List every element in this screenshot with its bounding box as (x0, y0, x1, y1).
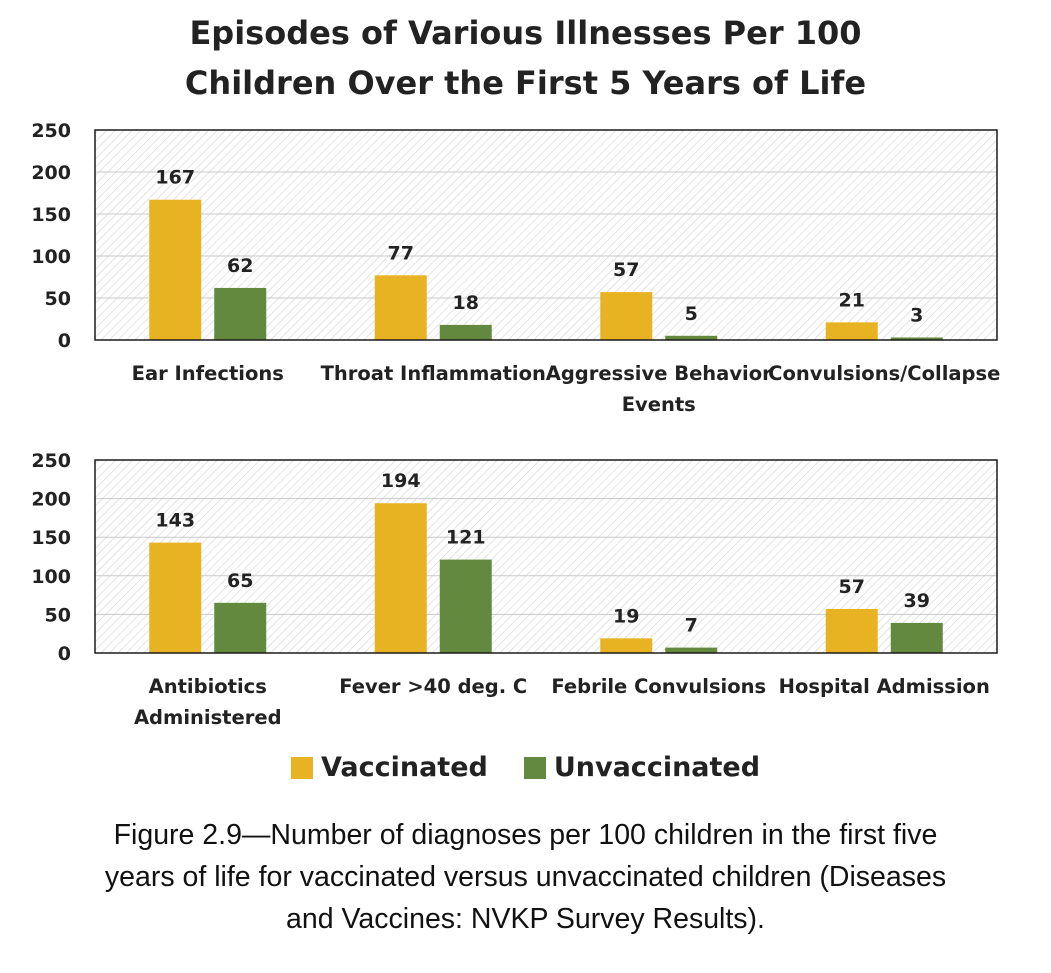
chart-title-line-2: Children Over the First 5 Years of Life (184, 64, 867, 102)
bar-vaccinated (149, 199, 202, 340)
data-label: 65 (227, 570, 253, 592)
bar-unvaccinated (214, 287, 267, 340)
data-label: 121 (446, 527, 486, 549)
chart-title-line-1: Episodes of Various Illnesses Per 100 (189, 14, 862, 52)
chart-legend: Vaccinated Unvaccinated (0, 752, 1051, 783)
data-label: 5 (685, 303, 698, 325)
legend-item-vaccinated: Vaccinated (290, 752, 488, 783)
y-tick-label: 0 (58, 643, 71, 665)
y-tick-label: 200 (31, 162, 71, 184)
bar-unvaccinated (214, 602, 267, 653)
x-category-label: Febrile Convulsions (551, 675, 766, 698)
y-tick-label: 50 (45, 288, 71, 310)
data-label: 7 (685, 615, 698, 637)
x-category-label: Ear Infections (132, 362, 284, 385)
x-category-label: Administered (134, 706, 282, 729)
data-label: 3 (910, 304, 923, 326)
y-tick-label: 50 (45, 604, 71, 626)
y-tick-label: 0 (58, 330, 71, 352)
data-label: 194 (381, 470, 421, 492)
legend-label-unvaccinated: Unvaccinated (553, 752, 761, 783)
caption-line-2: years of life for vaccinated versus unva… (104, 861, 947, 893)
y-tick-label: 150 (31, 204, 71, 226)
data-label: 18 (453, 292, 479, 314)
data-label: 77 (388, 242, 414, 264)
x-category-label: Throat Inflammation (321, 362, 546, 385)
bar-vaccinated (374, 275, 427, 340)
caption-line-3: and Vaccines: NVKP Survey Results). (286, 903, 765, 935)
figure-caption: Figure 2.9—Number of diagnoses per 100 c… (30, 814, 1021, 940)
top-bar-chart: 0 50 100 150 200 250 167 62 Ear Infections 77 18 Th… (31, 120, 1000, 416)
plot-border (94, 459, 998, 654)
bar-vaccinated (825, 322, 878, 340)
bar-unvaccinated (439, 324, 492, 340)
bottom-bar-chart: 0 50 100 150 200 250 143 65 Antibiotics Administe… (31, 450, 998, 729)
bar-unvaccinated (665, 647, 718, 653)
legend-item-unvaccinated: Unvaccinated (523, 752, 761, 783)
legend-swatch-vaccinated (290, 756, 313, 779)
bar-vaccinated (600, 292, 653, 340)
plot-border (94, 129, 998, 341)
x-category-label: Events (622, 393, 696, 416)
x-category-label: Hospital Admission (779, 675, 990, 698)
x-category-label: Antibiotics (149, 675, 267, 698)
x-category-label: Convulsions/Collapse (768, 362, 1000, 385)
bar-unvaccinated (665, 335, 718, 340)
data-label: 57 (613, 259, 639, 281)
y-tick-label: 250 (31, 450, 71, 472)
bar-vaccinated (600, 638, 653, 653)
data-label: 39 (904, 590, 930, 612)
caption-line-1: Figure 2.9—Number of diagnoses per 100 c… (113, 819, 938, 851)
legend-label-vaccinated: Vaccinated (320, 752, 488, 783)
chart-title: Episodes of Various Illnesses Per 100 Ch… (0, 8, 1051, 108)
y-tick-label: 100 (31, 246, 71, 268)
data-label: 19 (613, 605, 639, 627)
bar-vaccinated (825, 608, 878, 653)
data-label: 57 (839, 576, 865, 598)
bar-vaccinated (149, 542, 202, 653)
legend-swatch-unvaccinated (523, 756, 546, 779)
bar-vaccinated (374, 503, 427, 653)
data-label: 143 (155, 510, 195, 532)
data-label: 167 (155, 167, 195, 189)
bar-unvaccinated (890, 337, 943, 340)
x-category-label: Fever >40 deg. C (339, 675, 527, 698)
data-label: 62 (227, 255, 253, 277)
data-label: 21 (839, 289, 865, 311)
x-category-label: Aggressive Behavior (546, 362, 772, 385)
bar-unvaccinated (439, 559, 492, 653)
y-tick-label: 200 (31, 489, 71, 511)
y-tick-label: 100 (31, 566, 71, 588)
y-tick-label: 150 (31, 527, 71, 549)
y-tick-label: 250 (31, 120, 71, 142)
bar-unvaccinated (890, 622, 943, 653)
